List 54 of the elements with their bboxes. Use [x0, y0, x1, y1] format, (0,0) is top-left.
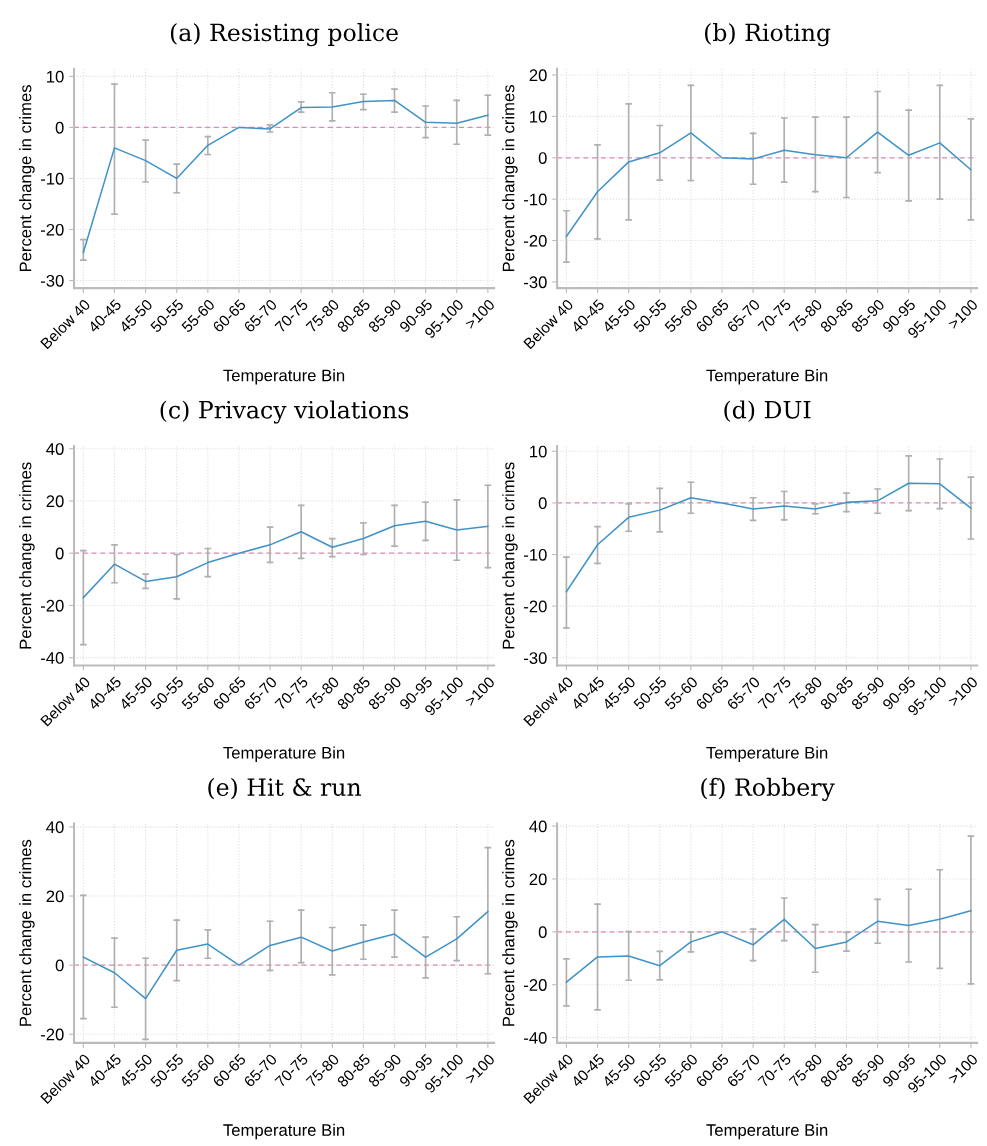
chart-title: (b) Rioting	[705, 23, 831, 47]
y-tick-label: -20	[40, 223, 64, 236]
x-axis-title: Temperature Bin	[706, 1123, 828, 1140]
y-axis-title: Percent change in crimes	[502, 462, 518, 649]
line-series	[82, 99, 489, 254]
y-axis-title: Percent change in crimes	[502, 839, 518, 1026]
y-tick-label: 10	[47, 70, 64, 83]
x-axis-title: Temperature Bin	[223, 1123, 345, 1140]
y-tick-label: 40	[529, 820, 547, 833]
line-series	[565, 909, 972, 983]
line-series	[565, 482, 972, 593]
chart-title: (e) Hit & run	[208, 777, 362, 800]
line-series	[565, 131, 972, 238]
y-tick-label: -30	[524, 276, 547, 289]
y-tick-label: -10	[524, 548, 547, 561]
y-axis-title: Percent change in crimes	[19, 839, 35, 1026]
x-axis-title: Temperature Bin	[223, 369, 345, 385]
y-tick-label: -30	[40, 274, 64, 287]
y-tick-label: -40	[40, 652, 64, 664]
y-tick-label: -40	[524, 1031, 547, 1044]
y-tick-label: 20	[529, 873, 547, 886]
y-tick-label: -20	[40, 1028, 64, 1041]
y-tick-label: -20	[524, 234, 547, 247]
y-tick-label: -30	[524, 652, 547, 664]
y-tick-label: 40	[46, 443, 64, 455]
y-tick-label: 20	[46, 890, 64, 903]
y-tick-label: -20	[40, 599, 64, 612]
y-tick-label: 0	[55, 121, 64, 134]
y-tick-label: 0	[55, 959, 64, 972]
y-tick-label: -20	[524, 979, 547, 991]
y-tick-label: 0	[538, 152, 547, 164]
y-tick-label: 0	[538, 926, 547, 939]
y-tick-label: 0	[55, 547, 64, 560]
y-axis-title: Percent change in crimes	[502, 85, 518, 272]
y-axis-title: Percent change in crimes	[19, 462, 35, 649]
x-axis-title: Temperature Bin	[706, 369, 828, 385]
chart-title: (c) Privacy violations	[160, 400, 409, 424]
y-tick-label: -10	[40, 172, 64, 185]
line-series	[82, 520, 489, 599]
y-axis-title: Percent change in crimes	[19, 85, 35, 272]
y-tick-label: 20	[46, 495, 64, 508]
y-tick-label: 10	[530, 110, 547, 123]
x-axis-title: Temperature Bin	[706, 746, 828, 762]
chart-title: (d) DUI	[724, 400, 811, 423]
y-tick-label: 40	[46, 821, 64, 834]
line-series	[82, 910, 489, 1000]
chart-title: (a) Resisting police	[170, 23, 398, 47]
y-tick-label: 20	[529, 69, 547, 82]
y-tick-label: 0	[538, 497, 547, 510]
y-tick-label: -10	[524, 193, 547, 206]
x-axis-title: Temperature Bin	[223, 746, 345, 762]
y-tick-label: -20	[524, 600, 547, 613]
y-tick-label: 10	[530, 445, 547, 458]
chart-title: (f) Robbery	[701, 777, 835, 801]
